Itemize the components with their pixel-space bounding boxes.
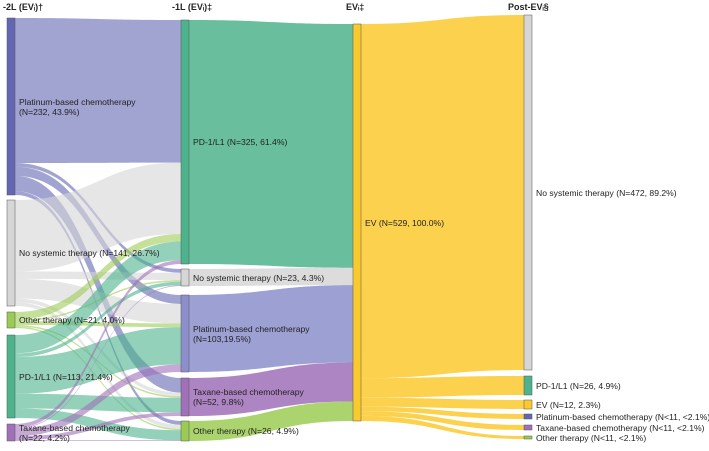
flow-c0_plat-to-c1_pd1	[15, 18, 181, 163]
flow-c2_ev-to-c3_nosys	[361, 15, 524, 379]
flow-c0_tax-to-c1_tax	[15, 412, 181, 441]
node-label-c0_nosys: No systemic therapy (N=141, 26.7%)	[19, 248, 160, 258]
flow-c1_pd1-to-c2_ev	[189, 20, 353, 268]
flow-c2_ev-to-c3_plat	[361, 406, 524, 419]
node-c1_pd1	[180, 19, 190, 265]
node-label-c1_pd1: PD-1/L1 (N=325, 61.4%)	[193, 137, 288, 147]
header-minus-2l: -2L (EVᵢ)†	[3, 2, 44, 12]
flow-c0_plat-to-c1_tax	[15, 175, 181, 393]
flow-c0_pd1-to-c1_pd1	[15, 241, 181, 354]
flow-c2_ev-to-c3_pd1	[361, 376, 524, 398]
node-label-c3_pd1: PD-1/L1 (N=26, 4.9%)	[536, 380, 621, 391]
node-c0_nosys	[6, 199, 16, 307]
flow-c1_plat-to-c2_ev	[189, 285, 353, 372]
node-c3_pd1	[523, 375, 533, 396]
node-label-c3_nosys: No systemic therapy (N=472, 89.2%)	[536, 187, 677, 198]
header-ev: EVᵢ‡	[346, 2, 365, 12]
node-label-c1_nosys: No systemic therapy (N=23, 4.3%)	[193, 272, 325, 283]
flow-c1_other-to-c2_ev	[189, 401, 353, 441]
flow-c0_other-to-c1_plat	[15, 321, 181, 328]
flow-c0_pd1-to-c1_nosys	[15, 281, 181, 358]
node-c3_nosys	[523, 14, 533, 371]
node-c1_plat	[180, 294, 190, 373]
header-minus-1l: -1L (EVᵢ)‡	[172, 2, 213, 12]
node-c2_ev	[352, 23, 362, 422]
flow-c0_tax-to-c1_other	[15, 440, 181, 441]
flow-c0_tax-to-c1_pd1	[15, 260, 181, 428]
flow-c0_nosys-to-c1_pd1	[15, 162, 181, 272]
node-label-c1_tax: Taxane-based chemotherapy (N=52, 9.8%)	[193, 387, 304, 407]
flow-c2_ev-to-c3_ev	[361, 397, 524, 409]
flow-c0_tax-to-c1_plat	[15, 364, 181, 437]
header-post-ev: Post-EVᵢ§	[508, 2, 549, 12]
node-c3_other	[523, 435, 533, 440]
node-label-c2_ev: EV (N=529, 100.0%)	[365, 217, 445, 228]
flow-c0_other-to-c1_pd1	[15, 233, 181, 320]
node-label-c0_pd1: PD-1/L1 (N=113, 21.4%)	[19, 371, 113, 382]
node-c0_plat	[6, 17, 16, 196]
node-label-c3_other: Other therapy (N<11, <2.1%)	[536, 432, 647, 443]
node-c3_tax	[523, 424, 533, 431]
node-c0_pd1	[6, 334, 16, 419]
node-c3_ev	[523, 399, 533, 410]
flow-c1_tax-to-c2_ev	[189, 362, 353, 416]
node-label-c3_tax: Taxane-based chemotherapy (N<11, <2.1%)	[536, 422, 705, 433]
node-c1_nosys	[180, 268, 190, 287]
node-label-c1_plat: Platinum-based chemotherapy (N=103,19.5%…	[193, 323, 310, 344]
flow-c0_pd1-to-c1_other	[15, 408, 181, 441]
flow-c2_ev-to-c3_other	[361, 415, 524, 439]
node-label-c3_ev: EV (N=12, 2.3%)	[536, 399, 601, 410]
flow-c1_nosys-to-c2_ev	[189, 267, 353, 286]
node-c0_other	[6, 311, 16, 329]
node-c1_tax	[180, 377, 190, 417]
node-label-c1_other: Other therapy (N=26, 4.9%)	[193, 426, 299, 436]
flow-c0_tax-to-c1_nosys	[15, 285, 181, 429]
node-label-c3_plat: Platinum-based chemotherapy (N<11, <2.1%…	[536, 411, 709, 422]
node-label-c0_plat: Platinum-based chemotherapy (N=232, 43.9…	[19, 96, 136, 117]
node-label-c0_other: Other therapy (N=21, 4.0%)	[19, 315, 125, 325]
node-c1_other	[180, 420, 190, 442]
node-c3_plat	[523, 413, 533, 420]
node-label-c0_tax: Taxane-based chemotherapy (N=22, 4.2%)	[19, 422, 130, 443]
node-c0_tax	[6, 423, 16, 442]
flow-c2_ev-to-c3_tax	[361, 411, 524, 430]
flow-c0_pd1-to-c1_plat	[15, 327, 181, 394]
